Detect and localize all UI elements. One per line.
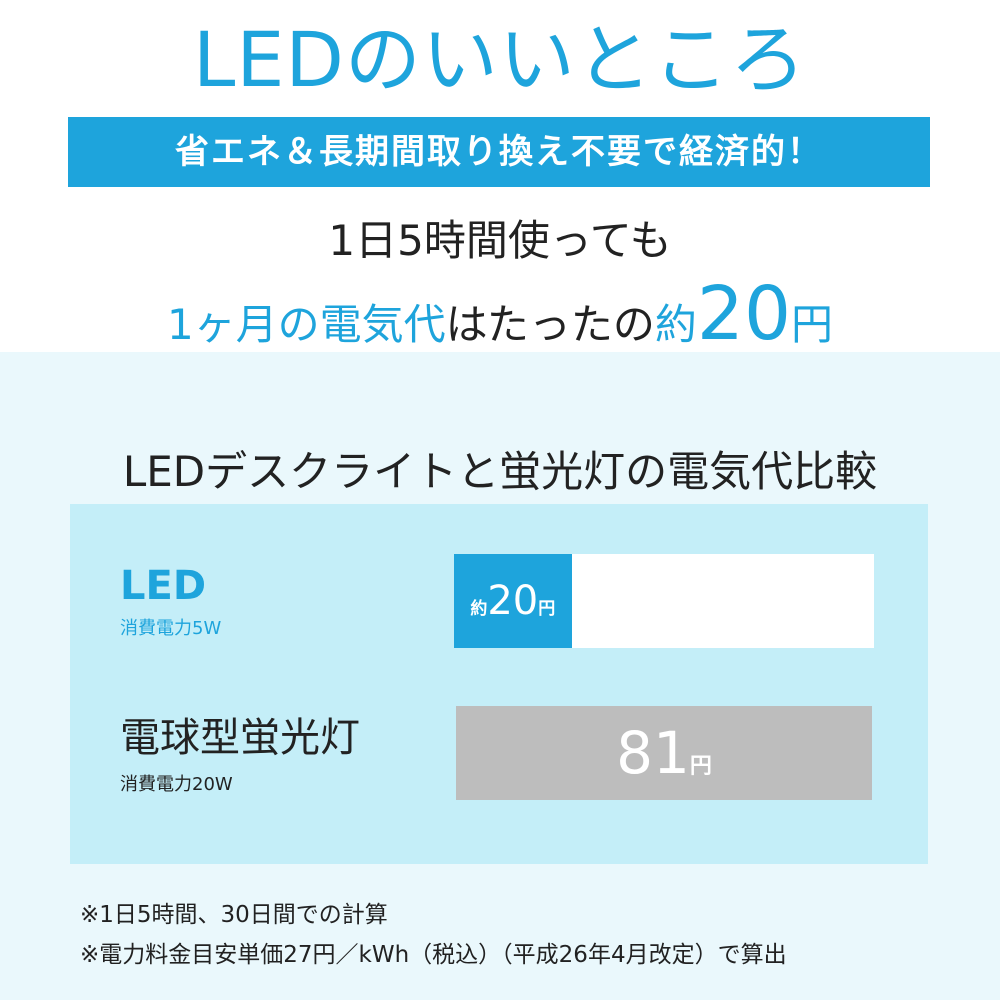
led-row-power: 消費電力5W bbox=[120, 618, 222, 639]
headline: LEDのいいところ bbox=[193, 15, 807, 104]
led-cost-bar-track: 約20円 bbox=[454, 554, 874, 648]
led-cost-prefix: 約 bbox=[470, 599, 488, 619]
fluorescent-row-name: 電球型蛍光灯 bbox=[120, 715, 360, 761]
intro-approx-text: 約 bbox=[654, 300, 697, 349]
comparison-title: LEDデスクライトと蛍光灯の電気代比較 bbox=[122, 447, 878, 496]
fluorescent-cost-bar-track: 81円 bbox=[456, 706, 872, 800]
led-cost-amount: 20 bbox=[487, 578, 539, 624]
intro-line-2: 1ヶ月の電気代はたったの約20円 bbox=[0, 272, 1000, 356]
intro-only-text: はたったの bbox=[445, 300, 655, 349]
fluorescent-cost-amount: 81 bbox=[616, 719, 690, 787]
footnote-electricity-rate: ※電力料金目安単価27円／kWh（税込）（平成26年4月改定）で算出 bbox=[80, 942, 787, 968]
subline-banner: 省エネ＆長期間取り換え不要で経済的！ bbox=[68, 117, 930, 187]
footnote-calculation: ※1日5時間、30日間での計算 bbox=[80, 902, 388, 928]
intro-amount: 20 bbox=[696, 271, 792, 357]
intro-line-1: 1日5時間使っても bbox=[328, 216, 672, 265]
led-cost-bar: 約20円 bbox=[454, 554, 572, 648]
led-cost-unit: 円 bbox=[538, 599, 556, 619]
fluorescent-row-power: 消費電力20W bbox=[120, 774, 233, 795]
intro-monthly-cost-label: 1ヶ月の電気代 bbox=[166, 300, 446, 349]
intro-unit: 円 bbox=[791, 300, 834, 349]
led-row-name: LED bbox=[120, 563, 207, 609]
fluorescent-cost-bar: 81円 bbox=[456, 706, 872, 800]
fluorescent-cost-unit: 円 bbox=[689, 754, 712, 779]
